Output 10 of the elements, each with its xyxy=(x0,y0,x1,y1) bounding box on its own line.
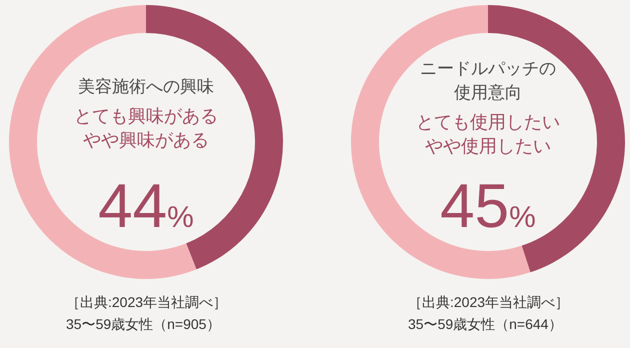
text: 35〜59歳女性（n=644） xyxy=(408,316,562,332)
text: ［出典:2023年当社調べ］ xyxy=(66,294,228,310)
slice-label: とても使用したいやや使用したい xyxy=(416,112,560,156)
data-label: 44% xyxy=(98,172,194,241)
text: ニードルパッチの使用意向 xyxy=(420,59,556,102)
text: 美容施術への興味 xyxy=(78,77,214,96)
text: ［出典:2023年当社調べ］ xyxy=(408,294,570,310)
text: 35〜59歳女性（n=905） xyxy=(66,316,220,332)
slice-label: とても興味があるやや興味がある xyxy=(74,106,218,150)
data-label: 45% xyxy=(440,172,536,241)
